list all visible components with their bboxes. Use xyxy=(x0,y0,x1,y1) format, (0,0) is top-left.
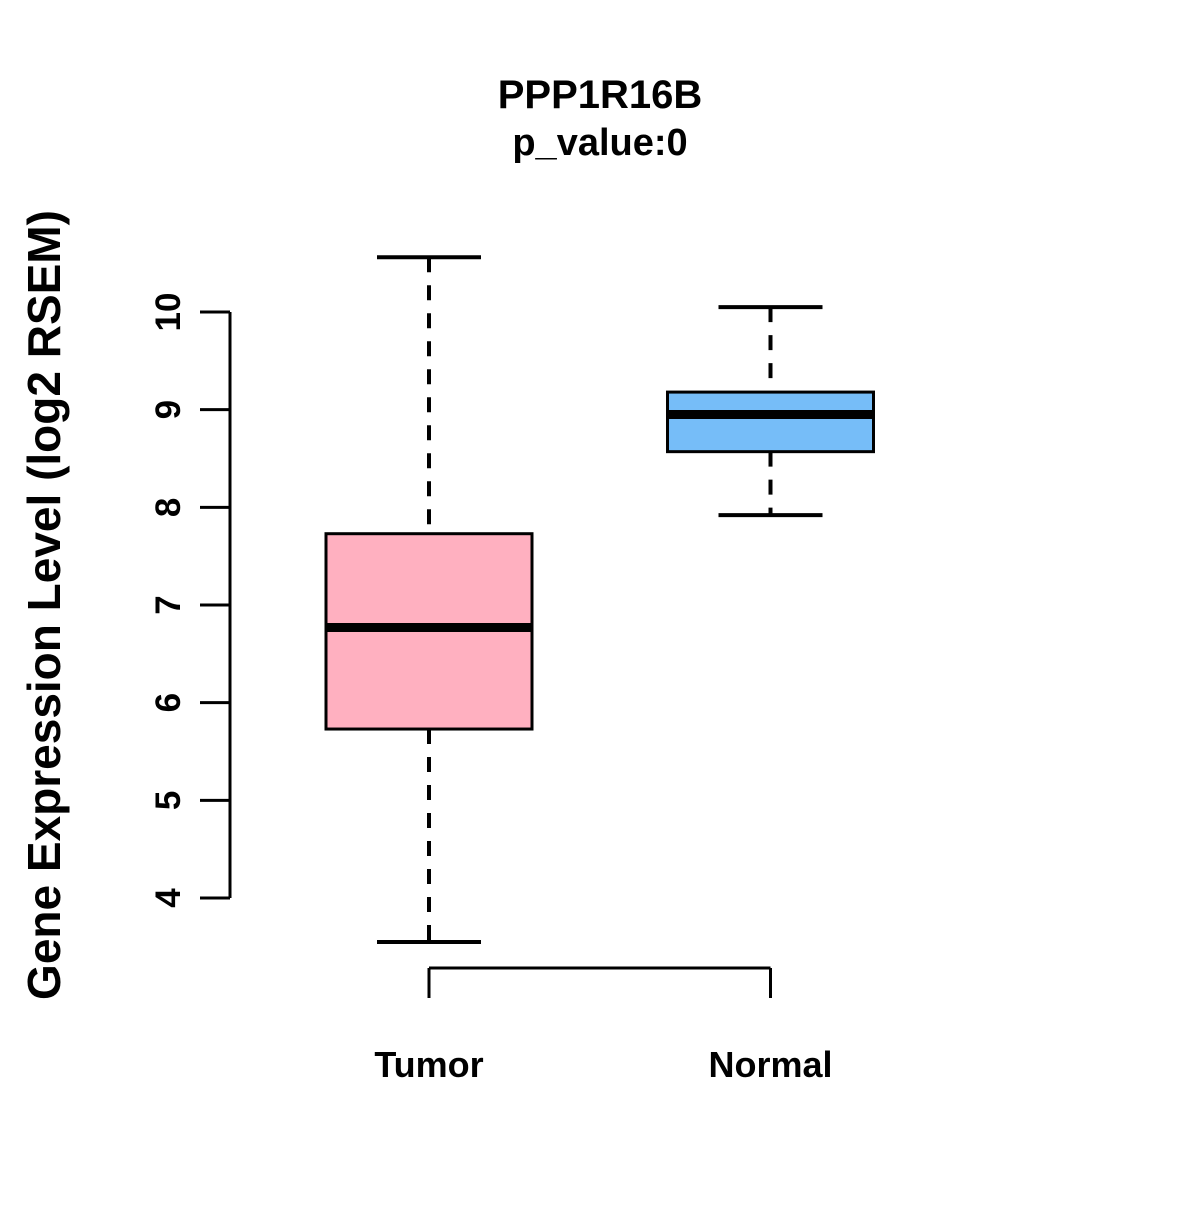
y-tick-label: 6 xyxy=(149,693,188,712)
y-axis-label: Gene Expression Level (log2 RSEM) xyxy=(18,210,70,1000)
y-tick-label: 5 xyxy=(149,791,188,810)
normal-box xyxy=(666,390,875,454)
y-tick-label: 7 xyxy=(149,595,188,614)
category-label-tumor: Tumor xyxy=(374,1044,483,1085)
x-axis: Tumor Normal xyxy=(374,966,833,1085)
chart-subtitle: p_value:0 xyxy=(512,122,687,164)
category-label-normal: Normal xyxy=(708,1044,832,1085)
y-tick-label: 9 xyxy=(149,400,188,419)
chart-title: PPP1R16B xyxy=(498,73,703,117)
y-tick-label: 8 xyxy=(149,498,188,517)
boxes xyxy=(324,255,875,944)
y-tick-label: 10 xyxy=(149,293,188,332)
y-tick-label: 4 xyxy=(149,888,188,908)
y-axis: 4 5 6 7 8 9 10 xyxy=(149,293,232,908)
